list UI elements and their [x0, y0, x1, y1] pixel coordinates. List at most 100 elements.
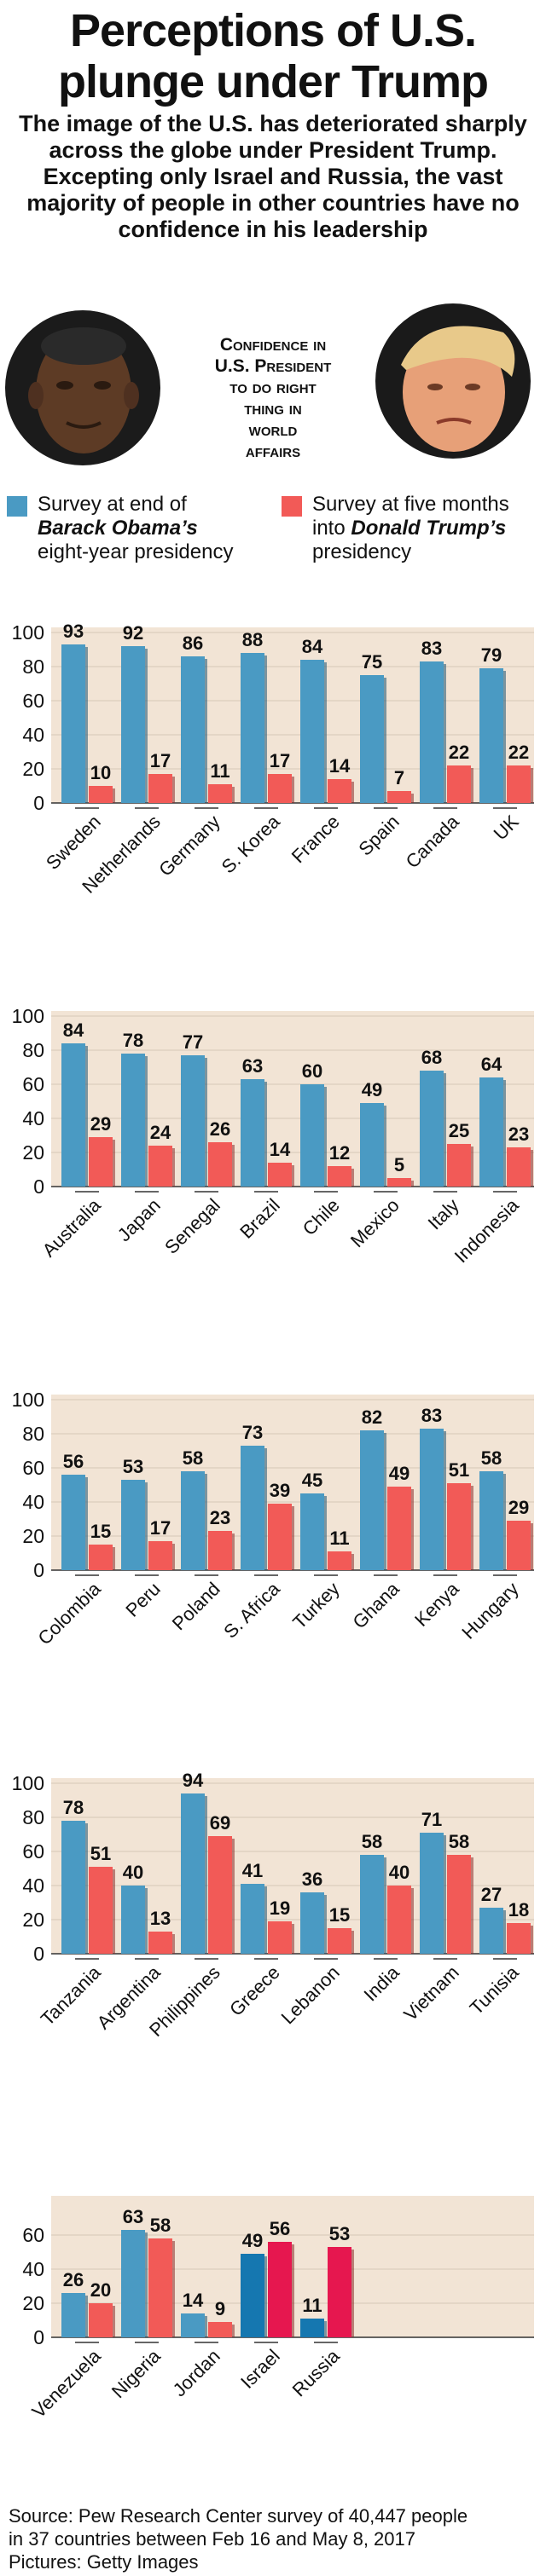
bar-shadow: [232, 787, 235, 803]
category-label: Venezuela: [28, 2345, 106, 2423]
bar-shadow: [503, 1474, 506, 1570]
bar-trump-russia: [328, 2247, 351, 2337]
bar-shadow: [145, 1888, 148, 1954]
bar-trump-spain: [387, 791, 411, 803]
y-tick-label: 100: [12, 1005, 44, 1027]
category-label: Tunisia: [466, 1961, 524, 2019]
data-label-obama: 60: [302, 1060, 322, 1082]
category-label: Ghana: [348, 1578, 404, 1633]
category-label: Jordan: [169, 2345, 224, 2400]
bar-obama-spain: [360, 675, 384, 803]
bar-obama-senegal: [181, 1055, 205, 1187]
bar-obama-turkey: [300, 1493, 324, 1570]
bar-shadow: [113, 1547, 115, 1570]
data-label-trump: 14: [329, 755, 351, 777]
bar-obama-peru: [121, 1480, 145, 1570]
bar-obama-germany: [181, 656, 205, 803]
data-label-obama: 40: [123, 1862, 143, 1883]
obama-portrait-illustration: [5, 310, 160, 465]
legend-obama-line-1: Survey at end of: [38, 493, 187, 516]
bar-shadow: [85, 1046, 88, 1187]
bar-trump-sweden: [89, 786, 113, 803]
y-tick-label: 0: [33, 792, 44, 814]
legend-trump-name: Donald Trump’s: [351, 517, 507, 540]
bar-shadow: [351, 1169, 354, 1187]
bar-shadow: [264, 1082, 267, 1187]
bar-shadow: [384, 1106, 386, 1187]
bar-trump-s-africa: [268, 1504, 292, 1570]
data-label-trump: 18: [508, 1899, 529, 1920]
heading-line-3: to do right: [229, 378, 317, 397]
data-label-trump: 40: [389, 1862, 410, 1883]
legend-obama-line-3: eight-year presidency: [38, 540, 234, 563]
chart-4: 0204060801007851Tanzania4013Argentina946…: [12, 1770, 534, 2041]
source-line-2: in 37 countries between Feb 16 and May 8…: [9, 2528, 415, 2550]
category-label: India: [359, 1961, 404, 2006]
data-label-obama: 92: [123, 622, 143, 644]
source-note: Source: Pew Research Center survey of 40…: [9, 2504, 537, 2573]
data-label-obama: 49: [242, 2230, 263, 2251]
category-label: Hungary: [457, 1578, 522, 1643]
bar-obama-vietnam: [420, 1833, 444, 1954]
category-label: Peru: [121, 1578, 165, 1621]
data-label-obama: 88: [242, 629, 263, 650]
bar-obama-kenya: [420, 1429, 444, 1570]
data-label-trump: 15: [90, 1521, 111, 1542]
bar-shadow: [172, 1148, 175, 1187]
data-label-trump: 22: [449, 742, 469, 763]
legend-obama-swatch: [7, 496, 27, 517]
bar-shadow: [85, 1477, 88, 1570]
bar-obama-philippines: [181, 1793, 205, 1954]
legend-trump-line-1: Survey at five months: [312, 493, 509, 516]
bar-obama-mexico: [360, 1103, 384, 1187]
bar-shadow: [172, 1544, 175, 1570]
bar-obama-brazil: [241, 1079, 264, 1187]
category-label: Greece: [225, 1961, 284, 2020]
bar-trump-vietnam: [447, 1855, 471, 1954]
data-label-obama: 94: [183, 1770, 204, 1791]
bar-shadow: [471, 1486, 473, 1570]
data-label-trump: 51: [449, 1459, 469, 1481]
category-label: Senegal: [160, 1194, 224, 1258]
page-title: Perceptions of U.S. plunge under Trump: [0, 5, 546, 107]
bar-trump-israel: [268, 2242, 292, 2337]
bar-trump-mexico: [387, 1178, 411, 1187]
data-label-trump: 15: [329, 1904, 350, 1926]
category-label: Australia: [38, 1194, 106, 1262]
data-label-obama: 71: [421, 1809, 442, 1830]
data-label-obama: 63: [242, 1055, 263, 1077]
bar-trump-brazil: [268, 1163, 292, 1187]
bar-shadow: [444, 1431, 446, 1570]
category-label: Turkey: [288, 1578, 344, 1633]
data-label-obama: 86: [183, 632, 203, 654]
category-label: Italy: [424, 1194, 463, 1233]
y-tick-label: 0: [33, 1175, 44, 1198]
title-line-1: Perceptions of U.S.: [69, 5, 477, 56]
data-label-trump: 58: [449, 1831, 469, 1852]
data-label-obama: 82: [362, 1406, 382, 1428]
data-label-obama: 58: [481, 1447, 502, 1469]
chart-panel-4: 0 20 40 60 80 100 78 51 Tanzania 40 13 Argentina 94 6…: [0, 1730, 546, 2114]
bar-trump-canada: [447, 765, 471, 803]
bar-shadow: [503, 1080, 506, 1187]
bar-shadow: [292, 2244, 294, 2337]
data-label-obama: 75: [362, 651, 382, 673]
data-label-obama: 27: [481, 1884, 502, 1905]
chart-panel-2: 0 20 40 60 80 100 84 29 Australia 78 24 Japan 77 26 Se…: [0, 963, 546, 1347]
bar-trump-kenya: [447, 1483, 471, 1570]
y-tick-label: 60: [22, 2224, 44, 2246]
bar-shadow: [531, 1150, 533, 1187]
chart-heading: Confidence in U.S. President to do right…: [171, 334, 375, 462]
category-label: Kenya: [410, 1578, 463, 1631]
legend-trump: Survey at five months into Donald Trump’…: [282, 493, 546, 564]
category-label: Colombia: [33, 1578, 105, 1649]
data-label-obama: 56: [63, 1451, 84, 1472]
y-tick-label: 20: [22, 2292, 44, 2314]
data-label-obama: 36: [302, 1868, 322, 1890]
y-tick-label: 100: [12, 621, 44, 644]
y-tick-label: 100: [12, 1772, 44, 1794]
bar-shadow: [384, 678, 386, 803]
bar-trump-netherlands: [148, 774, 172, 803]
bar-obama-tanzania: [61, 1821, 85, 1954]
